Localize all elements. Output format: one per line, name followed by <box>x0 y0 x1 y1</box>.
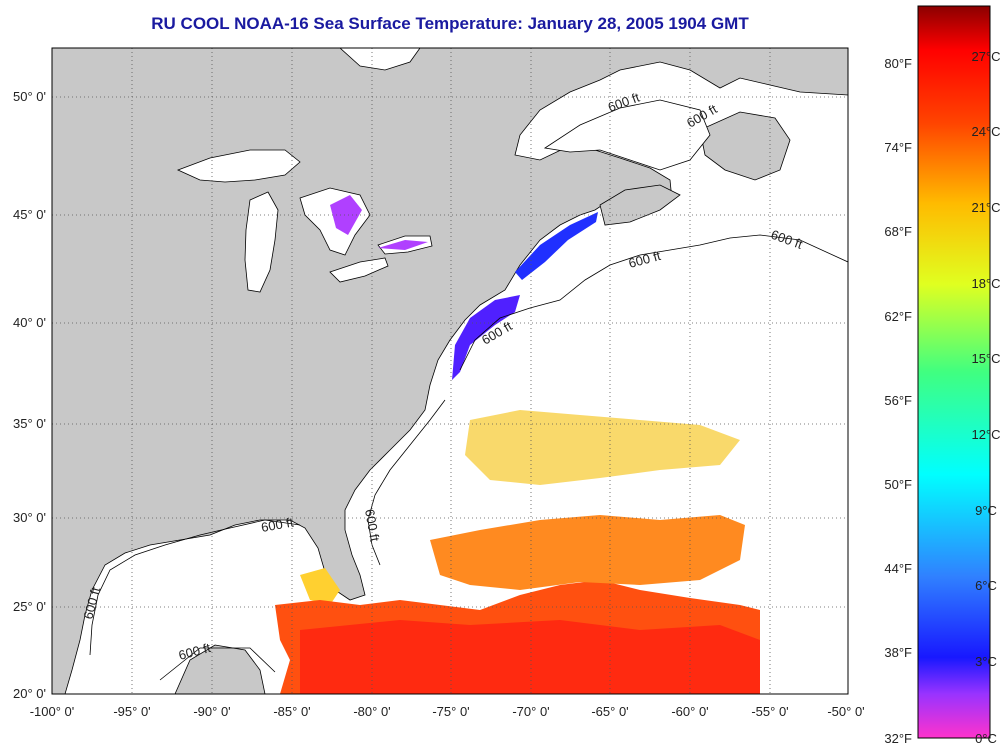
fahrenheit-label: 32°F <box>884 731 912 746</box>
fahrenheit-label: 56°F <box>884 393 912 408</box>
celsius-label: 9°C <box>975 503 997 518</box>
lon-label: -75° 0' <box>432 704 469 719</box>
celsius-label: 0°C <box>975 731 997 746</box>
celsius-label: 3°C <box>975 654 997 669</box>
celsius-label: 24°C <box>971 124 1000 139</box>
celsius-label: 27°C <box>971 49 1000 64</box>
colorbar <box>917 5 991 739</box>
celsius-label: 12°C <box>971 427 1000 442</box>
fahrenheit-label: 62°F <box>884 309 912 324</box>
fahrenheit-label: 80°F <box>884 56 912 71</box>
lon-label: -55° 0' <box>751 704 788 719</box>
depth-contours <box>89 234 848 681</box>
fahrenheit-label: 38°F <box>884 645 912 660</box>
lat-label: 50° 0' <box>13 89 46 104</box>
graticule <box>52 48 848 694</box>
lat-label: 35° 0' <box>13 416 46 431</box>
fahrenheit-label: 50°F <box>884 477 912 492</box>
fahrenheit-label: 44°F <box>884 561 912 576</box>
lake-michigan <box>244 191 279 293</box>
sst-data <box>275 195 760 694</box>
lat-label: 40° 0' <box>13 315 46 330</box>
lon-label: -60° 0' <box>671 704 708 719</box>
map-frame <box>51 47 849 695</box>
lat-label: 45° 0' <box>13 207 46 222</box>
fahrenheit-label: 68°F <box>884 224 912 239</box>
gulf-of-st-lawrence <box>543 99 711 171</box>
lat-label: 20° 0' <box>13 686 46 701</box>
colorbar-fahrenheit-labels: 80°F 74°F 68°F 62°F 56°F 50°F 44°F 38°F … <box>884 56 912 746</box>
lake-erie <box>329 257 389 283</box>
lon-label: -50° 0' <box>827 704 864 719</box>
lon-label: -95° 0' <box>113 704 150 719</box>
lake-superior <box>176 149 301 183</box>
yucatan-land <box>174 644 266 694</box>
celsius-label: 21°C <box>971 200 1000 215</box>
colorbar-celsius-labels: 27°C 24°C 21°C 18°C 15°C 12°C 9°C 6°C 3°… <box>971 49 1000 746</box>
lon-label: -100° 0' <box>30 704 75 719</box>
celsius-label: 18°C <box>971 276 1000 291</box>
lon-label: -85° 0' <box>273 704 310 719</box>
james-bay <box>339 48 421 71</box>
lon-label: -65° 0' <box>591 704 628 719</box>
newfoundland-land <box>699 111 791 181</box>
lat-label: 25° 0' <box>13 599 46 614</box>
contour-label: 600 ft <box>260 514 295 534</box>
lon-label: -70° 0' <box>512 704 549 719</box>
map-title: RU COOL NOAA-16 Sea Surface Temperature:… <box>151 14 749 33</box>
lat-label: 30° 0' <box>13 510 46 525</box>
longitude-labels: -100° 0' -95° 0' -90° 0' -85° 0' -80° 0'… <box>30 704 865 719</box>
latitude-labels: 20° 0' 25° 0' 30° 0' 35° 0' 40° 0' 45° 0… <box>13 89 46 701</box>
celsius-label: 15°C <box>971 351 1000 366</box>
lon-label: -80° 0' <box>353 704 390 719</box>
celsius-label: 6°C <box>975 578 997 593</box>
lon-label: -90° 0' <box>193 704 230 719</box>
fahrenheit-label: 74°F <box>884 140 912 155</box>
contour-label: 600 ft <box>362 508 382 543</box>
